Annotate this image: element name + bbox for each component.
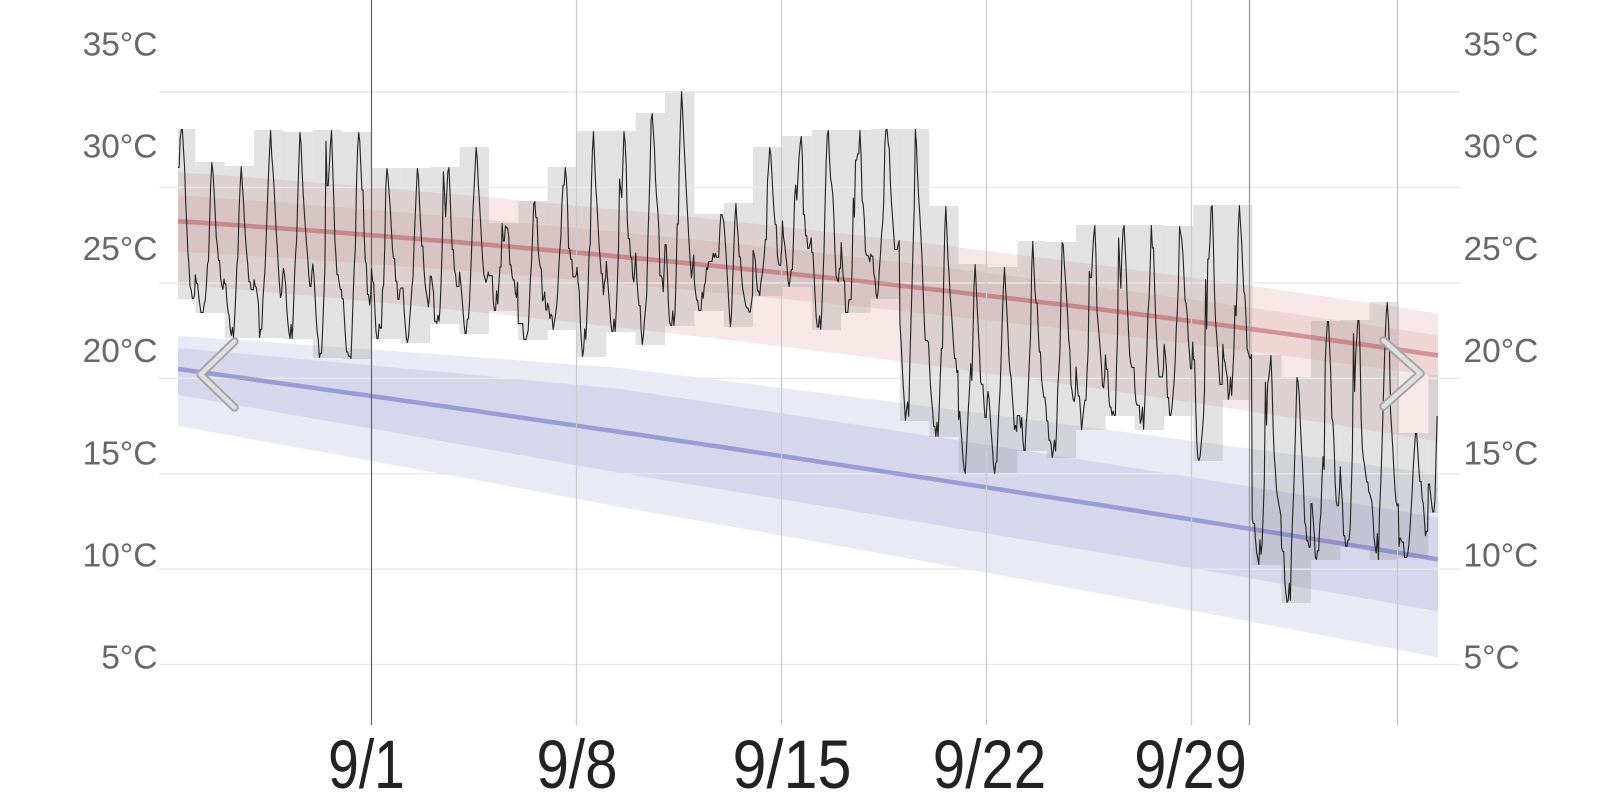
svg-text:25°C: 25°C — [83, 231, 158, 268]
svg-text:5°C: 5°C — [1464, 640, 1520, 677]
svg-text:5°C: 5°C — [101, 640, 157, 677]
svg-text:9/15: 9/15 — [733, 726, 852, 803]
svg-text:20°C: 20°C — [1464, 333, 1539, 370]
svg-text:25°C: 25°C — [1464, 231, 1539, 268]
svg-text:15°C: 15°C — [83, 435, 158, 472]
svg-text:10°C: 10°C — [83, 538, 158, 575]
svg-text:9/8: 9/8 — [536, 725, 617, 803]
svg-text:30°C: 30°C — [83, 129, 158, 166]
svg-text:20°C: 20°C — [83, 333, 158, 370]
svg-text:9/29: 9/29 — [1134, 726, 1247, 803]
svg-text:15°C: 15°C — [1464, 435, 1539, 472]
svg-text:9/1: 9/1 — [328, 726, 405, 803]
svg-text:35°C: 35°C — [83, 27, 158, 64]
svg-text:10°C: 10°C — [1464, 538, 1539, 575]
svg-text:35°C: 35°C — [1464, 27, 1539, 64]
svg-text:30°C: 30°C — [1464, 129, 1539, 166]
svg-text:9/22: 9/22 — [933, 725, 1046, 803]
